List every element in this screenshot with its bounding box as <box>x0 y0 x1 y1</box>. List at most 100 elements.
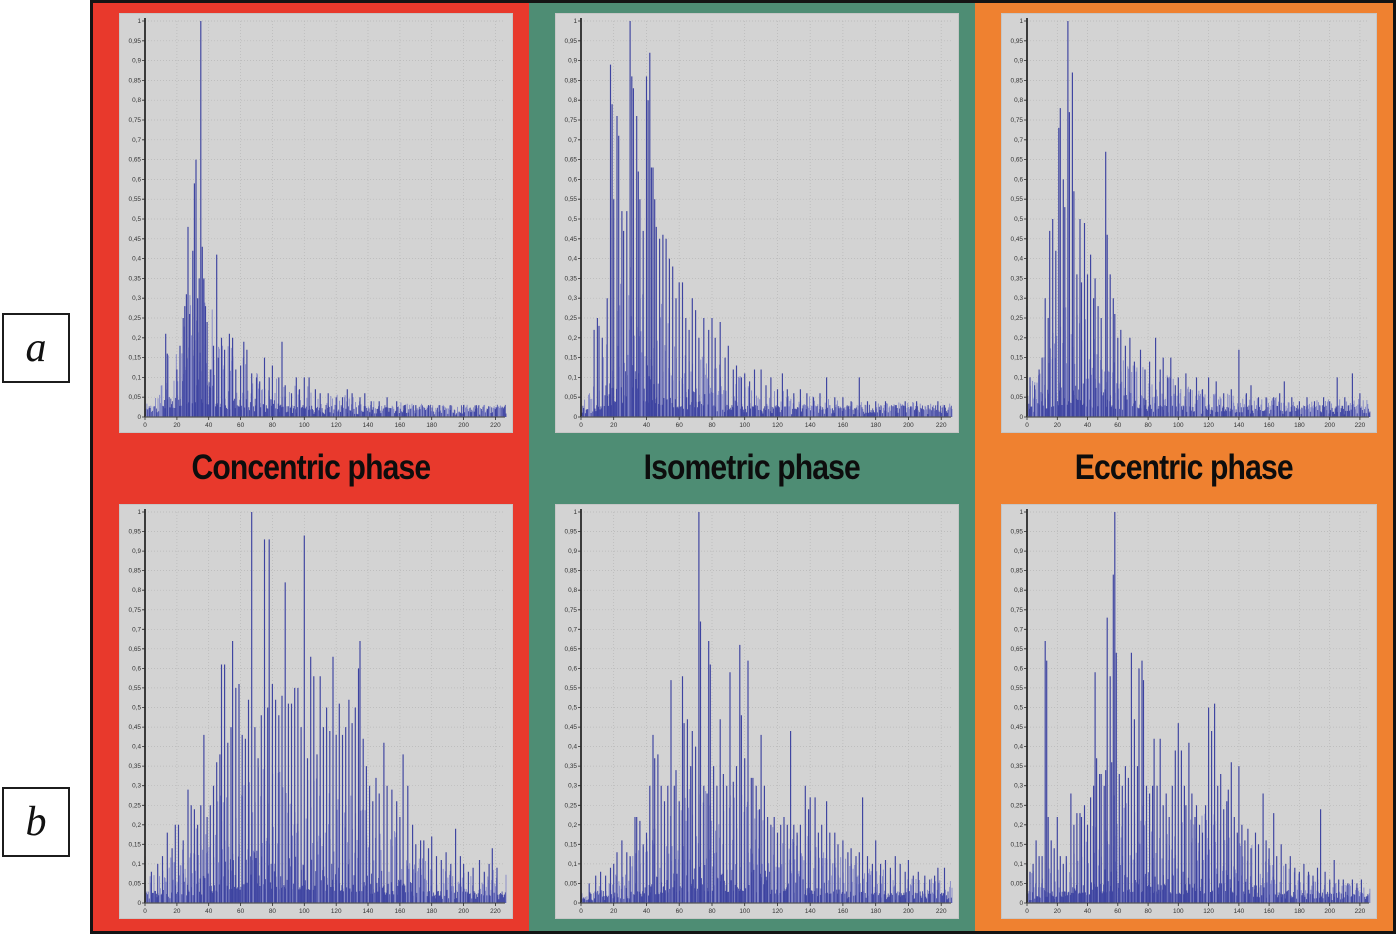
svg-text:180: 180 <box>1294 908 1305 915</box>
svg-text:0: 0 <box>579 422 583 429</box>
svg-text:0,95: 0,95 <box>1011 38 1024 45</box>
svg-text:120: 120 <box>331 908 342 915</box>
svg-text:180: 180 <box>426 422 437 429</box>
svg-text:0,15: 0,15 <box>565 841 578 848</box>
svg-text:0,7: 0,7 <box>568 137 577 144</box>
svg-text:0,15: 0,15 <box>129 841 142 848</box>
svg-text:160: 160 <box>1264 908 1275 915</box>
phase-label-eccentric: Eccentric phase <box>1075 448 1294 487</box>
svg-text:0,5: 0,5 <box>568 216 577 223</box>
svg-text:0,1: 0,1 <box>1014 374 1023 381</box>
plot-cell-b-eccentric: 1 0,95 0,9 0,85 0,8 0,75 0,7 0,65 0,6 0,55 0,5 0,45… <box>975 499 1393 931</box>
svg-text:0,85: 0,85 <box>1011 77 1024 84</box>
row-label-a: a <box>2 313 70 383</box>
svg-text:40: 40 <box>205 422 213 429</box>
svg-text:0,05: 0,05 <box>565 880 578 887</box>
svg-text:0,75: 0,75 <box>565 117 578 124</box>
svg-text:0,65: 0,65 <box>565 157 578 164</box>
svg-text:40: 40 <box>1084 422 1092 429</box>
svg-text:1: 1 <box>137 509 141 516</box>
svg-text:0: 0 <box>1025 908 1029 915</box>
svg-text:180: 180 <box>870 422 881 429</box>
svg-text:0,45: 0,45 <box>1011 724 1024 731</box>
svg-text:0,2: 0,2 <box>568 335 577 342</box>
svg-text:1: 1 <box>573 18 577 25</box>
svg-text:0,5: 0,5 <box>132 705 141 712</box>
svg-text:0,15: 0,15 <box>565 355 578 362</box>
svg-text:0,15: 0,15 <box>1011 355 1024 362</box>
svg-text:0,3: 0,3 <box>568 783 577 790</box>
svg-text:200: 200 <box>458 422 469 429</box>
svg-text:0: 0 <box>579 908 583 915</box>
svg-text:80: 80 <box>1145 908 1153 915</box>
svg-text:0,45: 0,45 <box>565 236 578 243</box>
svg-text:200: 200 <box>1324 422 1335 429</box>
svg-text:0,3: 0,3 <box>132 295 141 302</box>
svg-text:1: 1 <box>1019 509 1023 516</box>
svg-text:0,75: 0,75 <box>1011 117 1024 124</box>
svg-text:0,25: 0,25 <box>129 802 142 809</box>
svg-text:0,95: 0,95 <box>129 529 142 536</box>
svg-text:140: 140 <box>1234 908 1245 915</box>
svg-text:80: 80 <box>708 908 716 915</box>
svg-text:0,05: 0,05 <box>129 394 142 401</box>
svg-text:220: 220 <box>936 422 947 429</box>
svg-text:0,9: 0,9 <box>568 58 577 65</box>
svg-text:120: 120 <box>772 422 783 429</box>
svg-text:0,5: 0,5 <box>1014 216 1023 223</box>
svg-text:20: 20 <box>1054 908 1062 915</box>
svg-text:0,85: 0,85 <box>565 77 578 84</box>
svg-text:0,15: 0,15 <box>129 355 142 362</box>
column-concentric: 1 0,95 0,9 0,85 0,8 0,75 0,7 0,65 0,6 0,55 0,5 0,45… <box>93 3 529 931</box>
svg-text:0,5: 0,5 <box>132 216 141 223</box>
svg-text:140: 140 <box>805 908 816 915</box>
svg-text:60: 60 <box>237 422 245 429</box>
svg-text:0,35: 0,35 <box>1011 763 1024 770</box>
svg-text:0,95: 0,95 <box>565 529 578 536</box>
svg-text:0,85: 0,85 <box>129 568 142 575</box>
svg-text:0,2: 0,2 <box>568 822 577 829</box>
svg-text:0,6: 0,6 <box>568 176 577 183</box>
svg-text:0,9: 0,9 <box>1014 58 1023 65</box>
svg-text:0,95: 0,95 <box>1011 529 1024 536</box>
chart-b-eccentric: 1 0,95 0,9 0,85 0,8 0,75 0,7 0,65 0,6 0,55 0,5 0,45… <box>1001 504 1377 919</box>
svg-text:0,05: 0,05 <box>1011 394 1024 401</box>
svg-text:20: 20 <box>610 908 618 915</box>
svg-text:0,4: 0,4 <box>132 744 141 751</box>
svg-text:0,55: 0,55 <box>1011 196 1024 203</box>
svg-text:0,1: 0,1 <box>132 374 141 381</box>
svg-text:100: 100 <box>299 422 310 429</box>
svg-text:0,4: 0,4 <box>568 256 577 263</box>
svg-text:0,75: 0,75 <box>565 607 578 614</box>
svg-text:60: 60 <box>1114 908 1122 915</box>
svg-text:200: 200 <box>903 422 914 429</box>
svg-text:0,05: 0,05 <box>1011 880 1024 887</box>
svg-text:40: 40 <box>643 422 651 429</box>
svg-text:0,85: 0,85 <box>1011 568 1024 575</box>
svg-text:0,9: 0,9 <box>568 548 577 555</box>
svg-text:140: 140 <box>363 908 374 915</box>
svg-text:0,9: 0,9 <box>1014 548 1023 555</box>
svg-text:1: 1 <box>573 509 577 516</box>
svg-text:0,65: 0,65 <box>129 157 142 164</box>
svg-text:180: 180 <box>1294 422 1305 429</box>
svg-text:0,85: 0,85 <box>565 568 578 575</box>
svg-text:0,35: 0,35 <box>565 275 578 282</box>
svg-text:140: 140 <box>1234 422 1245 429</box>
svg-text:0,25: 0,25 <box>1011 315 1024 322</box>
svg-text:0,15: 0,15 <box>1011 841 1024 848</box>
svg-text:0: 0 <box>143 422 147 429</box>
svg-text:0,4: 0,4 <box>568 744 577 751</box>
svg-text:220: 220 <box>490 908 501 915</box>
svg-text:100: 100 <box>739 422 750 429</box>
svg-text:1: 1 <box>1019 18 1023 25</box>
svg-text:0,2: 0,2 <box>132 335 141 342</box>
svg-text:0: 0 <box>137 900 141 907</box>
svg-text:60: 60 <box>237 908 245 915</box>
svg-text:0,8: 0,8 <box>568 587 577 594</box>
row-label-a-text: a <box>25 325 47 371</box>
svg-text:0,3: 0,3 <box>1014 295 1023 302</box>
svg-text:0,8: 0,8 <box>132 97 141 104</box>
svg-text:180: 180 <box>426 908 437 915</box>
svg-text:80: 80 <box>269 422 277 429</box>
